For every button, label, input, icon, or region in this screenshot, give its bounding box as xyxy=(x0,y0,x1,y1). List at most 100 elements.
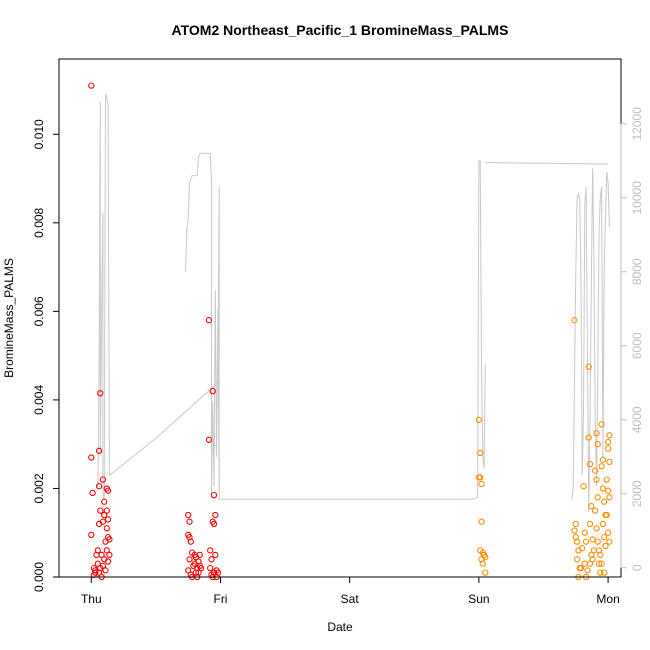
right-y-tick-label: 10000 xyxy=(630,181,644,215)
data-point xyxy=(475,416,483,423)
data-point xyxy=(478,480,485,488)
data-point xyxy=(98,551,105,559)
y-axis: 0.000 0.002 0.004 0.006 0.008 0.010 xyxy=(32,119,60,592)
data-point xyxy=(594,538,601,545)
data-point xyxy=(571,527,578,534)
data-point xyxy=(598,463,605,470)
x-tick-label: Fri xyxy=(213,592,227,606)
x-tick-label: Sat xyxy=(341,592,360,606)
data-point xyxy=(104,487,112,494)
y-tick-label: 0.008 xyxy=(32,207,46,237)
data-point xyxy=(210,491,218,499)
data-point xyxy=(187,538,194,545)
data-point xyxy=(88,454,95,461)
right-y-tick-label: 4000 xyxy=(630,406,644,433)
data-point xyxy=(478,518,485,525)
data-point xyxy=(479,560,486,567)
data-point xyxy=(185,511,192,519)
data-point xyxy=(593,429,600,437)
data-point xyxy=(597,551,604,559)
data-point xyxy=(585,434,592,441)
data-point xyxy=(103,525,110,532)
altitude-lines xyxy=(97,93,610,513)
altitude-line-1 xyxy=(97,93,486,500)
x-tick-label: Sun xyxy=(468,592,489,606)
data-point xyxy=(582,538,590,545)
data-point xyxy=(606,494,613,501)
data-point xyxy=(595,560,603,567)
data-point xyxy=(571,317,578,324)
right-y-tick-label: 12000 xyxy=(630,107,644,141)
data-point xyxy=(88,82,95,89)
data-point xyxy=(586,560,594,567)
data-point xyxy=(88,531,95,539)
data-point xyxy=(573,538,581,545)
chart-title: ATOM2 Northeast_Pacific_1 BromineMass_PA… xyxy=(172,22,509,38)
data-point xyxy=(186,556,193,563)
data-point xyxy=(601,534,608,541)
data-point xyxy=(89,489,96,497)
data-point xyxy=(606,432,613,439)
data-point xyxy=(212,551,219,559)
data-point xyxy=(589,536,596,543)
data-point xyxy=(597,569,604,576)
altitude-line-3 xyxy=(485,162,609,165)
data-point xyxy=(598,560,605,567)
data-point xyxy=(212,511,219,519)
data-point xyxy=(477,449,484,457)
data-point xyxy=(604,438,612,446)
data-point xyxy=(588,503,595,510)
data-point xyxy=(195,569,202,576)
data-points xyxy=(88,82,613,581)
data-point xyxy=(99,562,107,570)
data-point xyxy=(592,467,599,474)
data-point xyxy=(579,545,586,552)
data-point xyxy=(95,483,103,490)
data-point xyxy=(599,485,607,492)
altitude-line-2 xyxy=(185,152,220,498)
data-point xyxy=(585,363,592,370)
data-point xyxy=(593,476,600,483)
data-point xyxy=(577,564,585,572)
y-tick-label: 0.010 xyxy=(32,119,46,149)
data-point xyxy=(101,498,108,505)
data-point xyxy=(482,553,489,561)
data-point xyxy=(604,529,612,536)
data-point xyxy=(598,421,605,428)
data-point xyxy=(207,547,214,554)
data-point xyxy=(207,564,214,572)
x-axis: Thu Fri Sat Sun Mon xyxy=(81,576,620,606)
data-point xyxy=(95,569,103,576)
y-axis-label: BromineMass_PALMS xyxy=(2,258,16,378)
x-axis-label: Date xyxy=(327,620,353,634)
data-point xyxy=(581,529,588,536)
right-y-tick-label: 8000 xyxy=(630,258,644,285)
data-point xyxy=(599,520,607,528)
data-point xyxy=(482,569,489,576)
x-tick-label: Mon xyxy=(596,592,619,606)
data-point xyxy=(604,487,612,494)
data-point xyxy=(102,538,109,545)
right-y-tick-label: 6000 xyxy=(630,332,644,359)
right-y-tick-label: 0 xyxy=(630,564,644,571)
right-y-axis: 0 2000 4000 6000 8000 10000 12000 xyxy=(620,107,644,571)
data-point xyxy=(103,507,110,514)
data-point xyxy=(210,520,218,528)
data-point xyxy=(594,441,601,448)
data-point xyxy=(209,387,216,395)
data-point xyxy=(205,436,213,443)
data-point xyxy=(99,518,107,525)
data-point xyxy=(604,445,612,452)
data-point xyxy=(104,558,112,565)
data-point xyxy=(586,520,594,528)
x-tick-label: Thu xyxy=(81,592,102,606)
data-point xyxy=(101,511,108,519)
data-point xyxy=(594,494,601,501)
data-point xyxy=(580,483,587,490)
data-point xyxy=(197,564,205,572)
data-point xyxy=(185,567,192,574)
data-point xyxy=(186,518,193,525)
data-point xyxy=(573,556,581,563)
data-point xyxy=(606,538,613,545)
data-point xyxy=(97,390,104,397)
